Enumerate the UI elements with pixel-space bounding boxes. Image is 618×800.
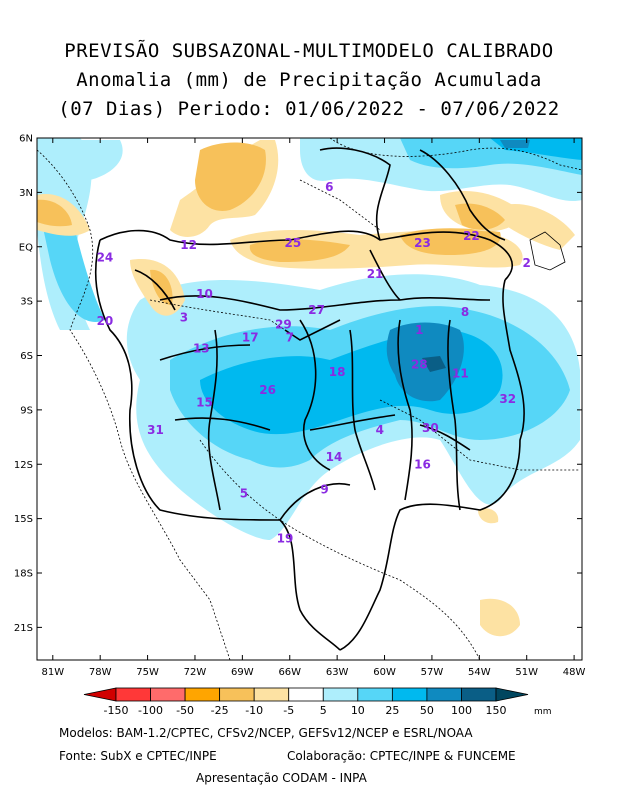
basin-label: 8	[461, 305, 469, 319]
colorbar-label: -10	[245, 704, 263, 717]
footer-presentation: Apresentação CODAM - INPA	[196, 771, 367, 785]
title-line-2: Anomalia (mm) de Precipitação Acumulada	[76, 69, 542, 91]
basin-label: 11	[452, 367, 469, 381]
colorbar-swatch	[426, 687, 462, 702]
colorbar-arrow-right	[495, 687, 529, 702]
basin-label: 26	[259, 383, 276, 397]
colorbar-swatch	[115, 687, 151, 702]
basin-label: 17	[242, 330, 259, 344]
basin-label: 13	[193, 341, 210, 355]
colorbar-label: -25	[211, 704, 229, 717]
basin-label: 15	[196, 396, 213, 410]
colorbar-swatch	[150, 687, 186, 702]
lat-label: 6S	[20, 351, 33, 362]
colorbar-swatch	[461, 687, 497, 702]
lat-label: 3S	[20, 297, 33, 308]
basin-label: 21	[367, 267, 384, 281]
basin-labels: 1234567891011121314151617181920212223242…	[97, 180, 531, 546]
basin-label: 32	[499, 392, 516, 406]
footer-models: Modelos: BAM-1.2/CPTEC, CFSv2/NCEP, GEFS…	[59, 726, 473, 740]
basin-label: 10	[196, 287, 213, 301]
basin-label: 25	[285, 236, 302, 250]
basin-label: 19	[277, 532, 294, 546]
colorbar-swatch	[391, 687, 428, 702]
lon-label: 81W	[41, 667, 64, 678]
lat-label: 3N	[19, 188, 33, 199]
basin-label: 5	[240, 486, 248, 500]
basin-label: 18	[329, 365, 346, 379]
colorbar-swatch	[288, 687, 324, 702]
lon-label: 75W	[136, 667, 159, 678]
basin-label: 28	[411, 358, 428, 372]
basin-label: 29	[275, 318, 292, 332]
lon-label: 51W	[515, 667, 538, 678]
lon-label: 78W	[89, 667, 112, 678]
lat-label: 15S	[14, 514, 33, 525]
colorbar-swatch	[357, 687, 393, 702]
colorbar-label: -150	[104, 704, 129, 717]
lat-label: EQ	[19, 242, 33, 253]
basin-label: 20	[97, 314, 114, 328]
colorbar-label: 10	[351, 704, 365, 717]
lat-label: 6N	[19, 134, 33, 145]
basin-label: 1	[415, 323, 423, 337]
basin-label: 22	[463, 229, 480, 243]
lon-label: 66W	[278, 667, 301, 678]
political-borders	[36, 137, 583, 661]
basin-label: 23	[414, 236, 431, 250]
map-frame	[36, 137, 583, 661]
colorbar-label: 5	[320, 704, 327, 717]
colorbar-label: 100	[451, 704, 472, 717]
lon-label: 63W	[326, 667, 349, 678]
title-line-1: PREVISÃO SUBSAZONAL-MULTIMODELO CALIBRAD…	[64, 40, 554, 62]
lat-label: 9S	[20, 405, 33, 416]
colorbar-label: 150	[486, 704, 507, 717]
colorbar-label: 25	[385, 704, 399, 717]
lat-label: 18S	[14, 569, 33, 580]
lon-label: 54W	[468, 667, 491, 678]
footer-collaboration: Colaboração: CPTEC/INPE & FUNCEME	[287, 749, 516, 763]
colorbar-label: -100	[138, 704, 163, 717]
basin-label: 24	[97, 251, 114, 265]
colorbar-swatch	[253, 687, 290, 702]
basin-label: 30	[422, 421, 439, 435]
basin-label: 6	[325, 180, 333, 194]
basin-label: 27	[308, 303, 325, 317]
colorbar-swatch	[184, 687, 221, 702]
colorbar-unit: mm	[534, 707, 552, 717]
latitude-axis: 6N 3N EQ 3S 6S 9S 12S 15S 18S 21S	[14, 134, 582, 634]
colorbar-swatch	[322, 687, 359, 702]
basin-label: 14	[326, 450, 343, 464]
lat-label: 21S	[14, 623, 33, 634]
lon-label: 57W	[421, 667, 444, 678]
lat-label: 12S	[14, 460, 33, 471]
basin-label: 7	[286, 330, 294, 344]
lon-label: 48W	[563, 667, 586, 678]
basin-label: 31	[147, 423, 164, 437]
lon-label: 60W	[373, 667, 396, 678]
basin-label: 16	[414, 457, 431, 471]
basin-label: 2	[523, 256, 531, 270]
longitude-axis: 81W 78W 75W 72W 69W 66W 63W 60W 57W 54W 51W 48W	[41, 138, 586, 678]
colorbar-label: -5	[283, 704, 294, 717]
anomaly-field	[37, 138, 582, 660]
marajo-island-outline	[529, 231, 566, 271]
basin-label: 3	[180, 310, 188, 324]
lon-label: 69W	[231, 667, 254, 678]
lon-label: 72W	[184, 667, 207, 678]
colorbar-arrow-left	[83, 687, 117, 702]
basin-label: 4	[376, 423, 384, 437]
title-line-3: (07 Dias) Periodo: 01/06/2022 - 07/06/20…	[58, 98, 560, 120]
footer-source: Fonte: SubX e CPTEC/INPE	[59, 749, 217, 763]
basin-label: 12	[180, 238, 197, 252]
basin-label: 9	[320, 483, 328, 497]
colorbar: -150 -100 -50 -25 -10 -5 5 10 25 50 100 150 mm	[83, 687, 552, 717]
basin-boundaries	[94, 147, 525, 651]
colorbar-swatch	[219, 687, 255, 702]
colorbar-label: -50	[176, 704, 194, 717]
colorbar-label: 50	[420, 704, 434, 717]
